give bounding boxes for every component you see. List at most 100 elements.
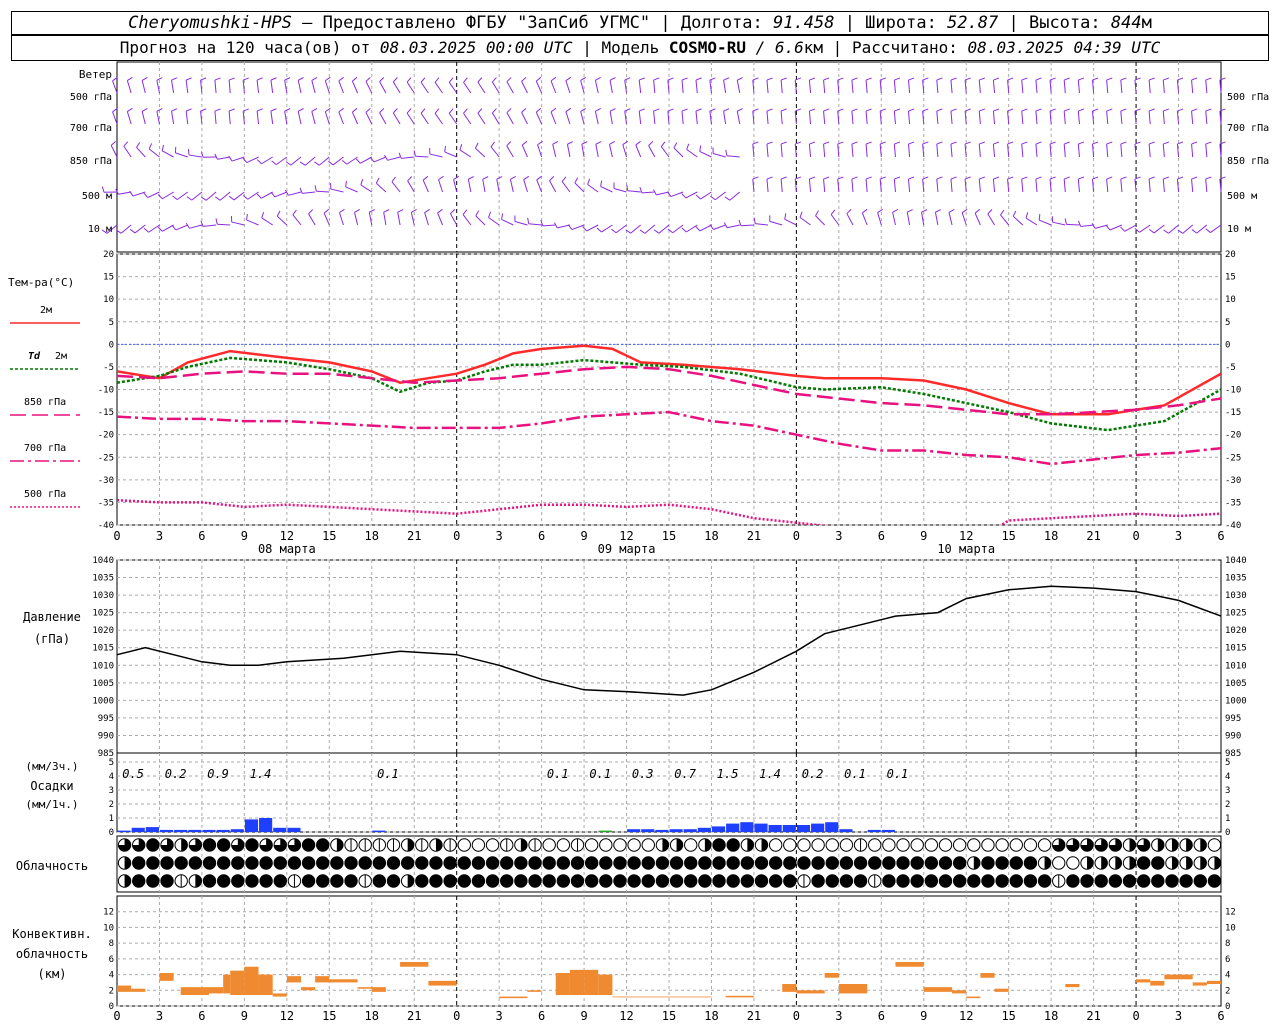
temp-ytick-right: -10 xyxy=(1225,386,1241,396)
wind-barb xyxy=(477,112,486,125)
wind-barb-feather xyxy=(1120,176,1127,180)
wind-barb xyxy=(171,80,175,94)
wind-barb-feather xyxy=(276,210,281,217)
wind-barb-feather xyxy=(256,193,262,199)
cloud-fill xyxy=(132,856,145,870)
wind-barb xyxy=(736,80,741,94)
wind-barb-feather xyxy=(521,107,527,113)
cloud-half xyxy=(1101,856,1108,870)
cloud-fill xyxy=(302,874,315,888)
wind-barb-feather xyxy=(993,108,1000,112)
wind-barb xyxy=(893,111,896,125)
cloud-fill xyxy=(259,856,273,870)
conv-bar xyxy=(131,988,146,992)
cloud-half xyxy=(181,838,188,852)
precip-3h-total: 0.1 xyxy=(547,767,569,781)
wind-barb-feather xyxy=(314,185,317,192)
wind-barb xyxy=(1205,111,1208,125)
hour-tick-bottom: 21 xyxy=(407,1009,421,1023)
wind-barb xyxy=(365,112,373,125)
wind-barb xyxy=(595,144,599,158)
wind-barb-feather xyxy=(879,108,886,112)
wind-barb xyxy=(600,185,613,193)
wind-barb xyxy=(613,188,627,193)
wind-barb xyxy=(594,111,599,125)
wind-barb-feather xyxy=(639,77,645,81)
wind-barb-feather xyxy=(136,142,141,148)
cloud-half xyxy=(704,838,712,852)
cloud-fill xyxy=(670,874,683,888)
temp-ytick-left: -35 xyxy=(98,498,114,508)
pressure-ytick-right: 1030 xyxy=(1225,591,1247,601)
wind-barb-feather xyxy=(352,107,358,113)
wind-barb-feather xyxy=(752,141,759,145)
wind-barb xyxy=(906,212,911,226)
wind-barb-feather xyxy=(1205,108,1212,112)
wind-barb xyxy=(1035,80,1038,94)
wind-barb-feather xyxy=(1049,77,1056,81)
model-label: | Модель xyxy=(582,38,660,57)
hour-tick: 9 xyxy=(920,529,927,543)
wind-barb xyxy=(415,155,429,158)
wind-barb-feather xyxy=(536,175,542,181)
wind-barb xyxy=(1063,111,1066,125)
wind-barb-feather xyxy=(375,177,380,184)
wind-barb-feather xyxy=(1134,228,1140,233)
wind-barb-feather xyxy=(462,209,468,215)
wind-barb-feather xyxy=(865,176,872,180)
precip-bar xyxy=(117,830,131,832)
wind-barb xyxy=(233,191,245,201)
wind-barb xyxy=(1191,179,1194,193)
wind-barb xyxy=(1049,144,1052,158)
wind-barb-feather xyxy=(823,141,830,145)
calc-label: | Рассчитано: xyxy=(832,38,958,57)
wind-barb xyxy=(1205,144,1208,158)
wind-barb xyxy=(865,111,868,125)
wind-barb-feather xyxy=(383,209,390,213)
wind-barb xyxy=(780,80,783,94)
wind-barb xyxy=(383,212,387,226)
wind-barb xyxy=(992,144,996,158)
cloud-three-quarter xyxy=(259,838,273,852)
cloud-symbol xyxy=(1066,856,1080,870)
wind-barb-feather xyxy=(1106,108,1113,112)
wind-barb xyxy=(964,80,967,94)
precip-ytick-left: 4 xyxy=(109,772,114,782)
wind-barb xyxy=(401,156,415,159)
wind-barb xyxy=(565,80,571,94)
cloud-half xyxy=(1129,838,1136,852)
wind-barb xyxy=(261,156,273,165)
cloud-half xyxy=(676,838,683,852)
wind-barb xyxy=(1091,80,1095,94)
wind-barb-feather xyxy=(894,141,901,145)
conv-bar xyxy=(824,973,839,978)
wind-level-label-right: 10 м xyxy=(1227,224,1251,235)
wind-barb-feather xyxy=(1163,77,1170,81)
wind-barb xyxy=(907,144,911,158)
cloud-fill xyxy=(542,856,556,870)
cloud-fill xyxy=(1066,874,1080,888)
conv-bar xyxy=(400,962,429,967)
precip-bar xyxy=(230,829,244,832)
wind-barb xyxy=(784,218,797,226)
wind-barb xyxy=(354,212,359,226)
conv-ytick-left: 0 xyxy=(109,1002,114,1012)
cloud-fill xyxy=(1038,874,1051,888)
wind-barb-feather xyxy=(407,176,413,182)
wind-barb xyxy=(550,111,557,125)
wind-barb xyxy=(695,111,698,125)
hour-tick: 6 xyxy=(538,529,545,543)
hour-tick-bottom: 9 xyxy=(920,1009,927,1023)
wind-barb xyxy=(1063,80,1066,94)
precip-bar xyxy=(839,829,853,832)
wind-barb-feather xyxy=(148,143,153,150)
hour-tick-bottom: 6 xyxy=(198,1009,205,1023)
wind-barb xyxy=(379,112,387,125)
wind-level-label: 10 м xyxy=(88,224,112,235)
wind-barb-feather xyxy=(214,153,218,160)
wind-barb-feather xyxy=(600,180,603,187)
wind-barb-feather xyxy=(846,209,852,214)
cloud-half xyxy=(1044,856,1051,870)
wind-barb-feather xyxy=(795,77,802,81)
conv-bar xyxy=(244,966,259,995)
